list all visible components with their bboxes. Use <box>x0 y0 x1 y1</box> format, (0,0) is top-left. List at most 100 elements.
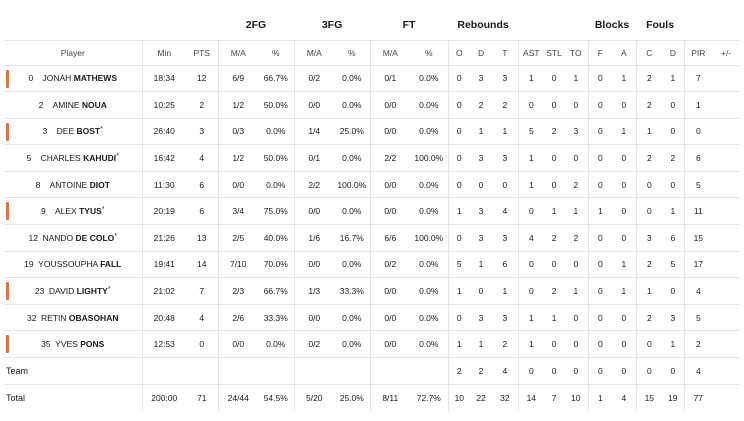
col-header-foul-d[interactable]: D <box>662 39 685 65</box>
col-header-reb-d[interactable]: D <box>470 39 493 65</box>
col-header-to[interactable]: TO <box>564 39 589 65</box>
player-row[interactable]: 2 AMINE NOUA 10:25 2 1/2 50.0% 0/0 0.0% 0/0 0.0% 0… <box>4 91 741 119</box>
team-reb-o: 2 <box>447 357 471 385</box>
stat-ast: 4 <box>517 224 545 252</box>
total-ft-ma: 8/11 <box>369 383 411 411</box>
col-header-stl[interactable]: STL <box>544 39 565 65</box>
player-row[interactable]: 3 DEE BOST* 26:40 3 0/3 0.0% 1/4 25.0% 0/0 0.0% 0 1… <box>4 117 741 145</box>
stat-3fg-ma: 0/1 <box>293 144 335 172</box>
col-header-3fg-pct[interactable]: % <box>334 39 371 65</box>
stat-blk-f: 0 <box>587 250 613 278</box>
stat-stl: 0 <box>544 144 565 172</box>
player-number: 2 <box>38 99 44 110</box>
player-name-cell[interactable]: 35 YVES PONS <box>4 330 142 358</box>
stat-pts: 12 <box>186 64 218 92</box>
stat-ast: 1 <box>517 170 545 198</box>
col-header-min[interactable]: Min <box>141 39 186 65</box>
col-header-reb-o[interactable]: O <box>447 39 471 65</box>
stat-min: 21:26 <box>141 224 186 252</box>
player-star-mark: * <box>101 206 105 214</box>
team-2fg-ma <box>217 357 258 385</box>
player-row[interactable]: 5 CHARLES KAHUDI* 16:42 4 1/2 50.0% 0/1 0.0% 2/2… <box>4 144 741 172</box>
col-header-2fg-ma[interactable]: M/A <box>217 39 258 65</box>
stat-ft-pct: 0.0% <box>410 250 449 278</box>
player-row[interactable]: 12 NANDO DE COLO* 21:26 13 2/5 40.0% 1/6 16.7% 6… <box>4 224 741 252</box>
total-reb-t: 32 <box>492 383 519 411</box>
col-header-ft-pct[interactable]: % <box>410 39 449 65</box>
stat-pir: 1 <box>683 91 713 119</box>
col-header-2fg-pct[interactable]: % <box>258 39 295 65</box>
player-row[interactable]: 23 DAVID LIGHTY* 21:02 7 2/3 66.7% 1/3 33.3% 0/0… <box>4 277 741 305</box>
col-header-pir[interactable]: PIR <box>683 39 713 65</box>
group-header-3fg: 3FG <box>321 18 343 31</box>
stat-min: 21:02 <box>141 277 186 305</box>
col-header-blk-a[interactable]: A <box>612 39 637 65</box>
player-row[interactable]: 0 JONAH MATHEWS 18:34 12 6/9 66.7% 0/2 0.0% 0/1 0… <box>4 64 741 92</box>
player-name-cell[interactable]: 32 RETIN OBASOHAN <box>4 303 142 331</box>
team-pts <box>186 357 218 385</box>
team-pir: 4 <box>683 357 713 385</box>
stat-ft-pct: 0.0% <box>410 170 449 198</box>
group-header-2fg: 2FG <box>245 18 267 31</box>
player-row[interactable]: 8 ANTOINE DIOT 11:30 6 0/0 0.0% 2/2 100.0% 0/0 0.… <box>4 170 741 198</box>
stat-3fg-pct: 16.7% <box>334 224 371 252</box>
col-header-ft-ma[interactable]: M/A <box>369 39 411 65</box>
team-plus-minus <box>712 357 741 385</box>
player-name-cell[interactable]: 9 ALEX TYUS* <box>4 197 142 225</box>
stat-stl: 0 <box>544 170 565 198</box>
player-name-cell[interactable]: 12 NANDO DE COLO* <box>4 224 142 252</box>
stat-3fg-ma: 0/2 <box>293 64 335 92</box>
stat-ft-ma: 0/1 <box>369 64 411 92</box>
col-header-blk-f[interactable]: F <box>587 39 613 65</box>
stat-2fg-ma: 2/6 <box>217 303 258 331</box>
stat-stl: 0 <box>544 64 565 92</box>
player-name-cell[interactable]: 19 YOUSSOUPHA FALL <box>4 250 142 278</box>
col-header-ast[interactable]: AST <box>517 39 545 65</box>
team-reb-t: 4 <box>492 357 519 385</box>
player-star-mark: * <box>100 126 103 134</box>
stat-ast: 1 <box>517 144 545 172</box>
stat-ft-ma: 0/0 <box>369 170 411 198</box>
player-row[interactable]: 35 YVES PONS 12:53 0 0/0 0.0% 0/2 0.0% 0/0 0.0% 1 1… <box>4 330 741 358</box>
stat-min: 10:25 <box>141 91 186 119</box>
stat-ft-pct: 0.0% <box>410 117 449 145</box>
team-row: Team 2 2 4 0 0 0 0 0 0 0 4 <box>4 357 741 385</box>
col-header-3fg-ma[interactable]: M/A <box>293 39 335 65</box>
player-number: 3 <box>42 126 48 137</box>
player-last-name: KAHUDI <box>83 153 117 164</box>
col-header-reb-t[interactable]: T <box>492 39 519 65</box>
player-name-cell[interactable]: 0 JONAH MATHEWS <box>4 64 142 92</box>
stat-pts: 0 <box>186 330 218 358</box>
player-name-cell[interactable]: 2 AMINE NOUA <box>4 91 142 119</box>
stat-blk-a: 0 <box>612 170 637 198</box>
col-header-foul-c[interactable]: C <box>635 39 663 65</box>
stat-reb-d: 0 <box>470 277 493 305</box>
stat-to: 0 <box>564 144 589 172</box>
stat-plus-minus <box>712 117 741 145</box>
stat-to: 1 <box>564 64 589 92</box>
starter-marker <box>6 335 9 354</box>
col-header-player[interactable]: Player <box>4 39 142 65</box>
stat-2fg-ma: 2/3 <box>217 277 258 305</box>
stat-plus-minus <box>712 277 741 305</box>
player-row[interactable]: 32 RETIN OBASOHAN 20:48 4 2/6 33.3% 0/0 0.0% 0/0… <box>4 303 741 331</box>
stat-min: 20:19 <box>141 197 186 225</box>
player-number: 32 <box>27 312 37 323</box>
stat-reb-t: 1 <box>492 277 519 305</box>
player-name-cell[interactable]: 8 ANTOINE DIOT <box>4 170 142 198</box>
col-header-pts[interactable]: PTS <box>186 39 218 65</box>
player-row[interactable]: 9 ALEX TYUS* 20:19 6 3/4 75.0% 0/0 0.0% 0/0 0.0% 1… <box>4 197 741 225</box>
col-header-plus-minus[interactable]: +/- <box>712 39 741 65</box>
stat-reb-t: 2 <box>492 91 519 119</box>
stat-3fg-pct: 0.0% <box>334 91 371 119</box>
stat-pts: 13 <box>186 224 218 252</box>
team-ast: 0 <box>517 357 545 385</box>
player-rows: 0 JONAH MATHEWS 18:34 12 6/9 66.7% 0/2 0.0% 0/1 0… <box>4 64 741 358</box>
player-name-cell[interactable]: 5 CHARLES KAHUDI* <box>4 144 142 172</box>
player-name-cell[interactable]: 3 DEE BOST* <box>4 117 142 145</box>
player-row[interactable]: 19 YOUSSOUPHA FALL 19:41 14 7/10 70.0% 0/0 0.0%… <box>4 250 741 278</box>
stat-2fg-pct: 33.3% <box>258 303 295 331</box>
player-name-cell[interactable]: 23 DAVID LIGHTY* <box>4 277 142 305</box>
stat-3fg-ma: 2/2 <box>293 170 335 198</box>
stat-2fg-pct: 50.0% <box>258 144 295 172</box>
